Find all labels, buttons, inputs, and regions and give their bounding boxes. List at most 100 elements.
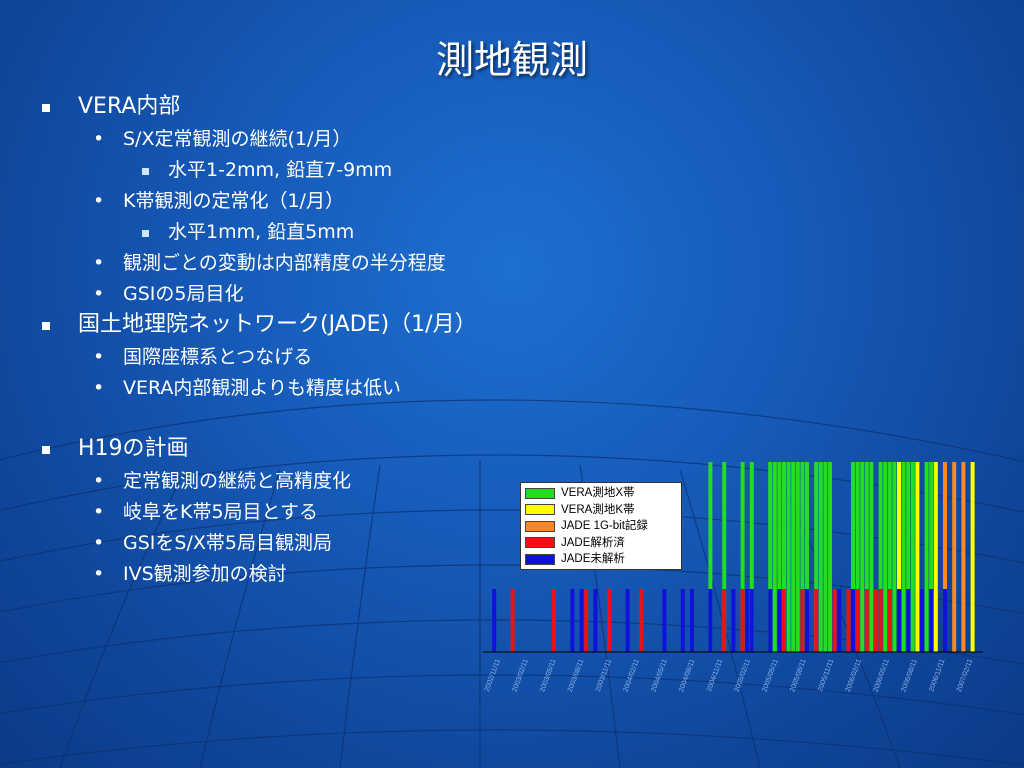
bullet-l1: VERA内部 [38,92,538,122]
legend-swatch [525,520,555,532]
bullet-l2: • 定常観測の継続と高精度化 [38,468,538,495]
chart-bar [915,462,920,652]
square-bullet-icon [42,104,50,112]
chart-bar [749,462,754,652]
legend-swatch [525,504,555,516]
chart-bar [639,589,644,652]
x-tick-label: 2003/05/11 [539,658,557,693]
bullet-text: VERA内部観測よりも精度は低い [123,377,402,399]
observation-timeline-chart: 2002/11/11 2003/02/11 2003/05/11 2003/08/11… [483,462,983,693]
bullet-text: K帯観測の定常化（1/月） [123,190,344,212]
chart-bar [818,462,823,652]
chart-bar [800,589,805,652]
chart-bar [920,589,924,652]
legend-label: JADE未解析 [561,553,625,565]
bullet-l2: • 岐阜をK帯5局目とする [38,499,538,526]
legend-label: JADE 1G-bit記録 [561,520,648,532]
chart-bar [625,589,630,652]
chart-bar [828,462,832,652]
legend-item: VERA測地K帯 [525,502,677,519]
chart-bar [878,589,883,652]
dot-bullet-icon: • [93,501,105,523]
dot-bullet-icon: • [93,346,105,368]
x-tick-label: 2005/08/11 [789,658,807,693]
legend-label: VERA測地K帯 [561,503,635,516]
bullet-l3: 水平1-2mm, 鉛直7-9mm [38,157,538,184]
chart-bar [837,589,842,652]
chart-bar [952,462,957,652]
chart-bar [883,462,888,652]
bullet-l2: • IVS観測参加の検討 [38,561,538,588]
slide-title: 測地観測 [435,38,588,82]
chart-bar [970,462,975,652]
chart-bar [814,462,819,652]
bullet-text: 国際座標系とつなげる [123,346,313,368]
legend-item: JADE解析済 [525,535,677,552]
chart-bar [814,589,819,652]
bullet-text: 観測ごとの変動は内部精度の半分程度 [123,252,446,274]
dot-bullet-icon: • [93,283,105,305]
chart-bar [772,462,777,652]
chart-bar [860,462,865,652]
x-tick-label: 2003/11/11 [595,658,613,692]
chart-bar [777,589,782,652]
bullet-l3: 水平1mm, 鉛直5mm [38,219,538,246]
chart-bar [782,589,786,652]
bullet-l2: • K帯観測の定常化（1/月） [38,188,538,215]
chart-bar [869,462,874,652]
x-tick-label: 2007/02/11 [956,658,974,693]
chart-bar [584,589,589,652]
bullet-l2: • S/X定常観測の継続(1/月） [38,126,538,153]
square-bullet-icon [42,446,50,454]
chart-bar [786,462,791,652]
chart-bar [579,589,584,652]
chart-bar [929,589,934,652]
bullet-text: 定常観測の継続と高精度化 [123,470,352,492]
legend-item: JADE 1G-bit記録 [525,518,677,535]
bullet-text: 岐阜をK帯5局目とする [123,501,318,523]
bullet-l2: • 観測ごとの変動は内部精度の半分程度 [38,250,518,277]
legend-item: JADE未解析 [525,551,677,568]
bullet-l2: • 国際座標系とつなげる [38,344,538,371]
chart-bar [897,589,901,652]
small-square-bullet-icon [142,168,149,175]
chart-bar [570,589,575,652]
chart-bar [851,462,855,652]
x-tick-label: 2002/11/11 [484,658,502,692]
chart-bar [782,462,786,652]
chart-legend: VERA測地X帯 VERA測地K帯 JADE 1G-bit記録 JADE解析済 … [520,482,682,570]
bullet-text: VERA内部 [78,94,181,119]
chart-bar [851,589,855,652]
chart-bar [846,589,851,652]
x-tick-label: 2004/02/11 [622,658,640,693]
dot-bullet-icon: • [93,128,105,150]
chart-bar [855,462,860,652]
chart-bar [805,462,809,652]
chart-bar [607,589,612,652]
chart-bar [749,589,754,652]
x-tick-label: 2006/02/11 [845,658,863,693]
bullet-l1: H19の計画 [38,434,538,464]
chart-bar [722,462,727,652]
dot-bullet-icon: • [93,377,105,399]
chart-bar [708,462,713,652]
chart-bar [680,589,685,652]
bullet-list: VERA内部 • S/X定常観測の継続(1/月） 水平1-2mm, 鉛直7-9mm… [38,90,538,588]
chart-bar [740,462,745,652]
chart-bar [943,589,947,652]
bullet-text: 水平1-2mm, 鉛直7-9mm [168,159,393,181]
chart-bar [855,589,860,652]
x-ticks: 2002/11/11 2003/02/11 2003/05/11 2003/08/11… [484,658,974,693]
chart-bar [906,462,911,652]
chart-bar [745,589,750,652]
chart-bar [943,462,947,652]
chart-bar [961,462,966,652]
chart-bar [901,462,906,652]
x-tick-label: 2003/08/11 [567,658,585,693]
chart-bar [492,589,497,652]
dot-bullet-icon: • [93,470,105,492]
x-tick-label: 2004/08/11 [678,658,696,693]
x-tick-label: 2005/11/11 [817,658,835,692]
bullet-l2: • GSIの5局目化 [38,281,538,308]
chart-bar [722,589,727,652]
